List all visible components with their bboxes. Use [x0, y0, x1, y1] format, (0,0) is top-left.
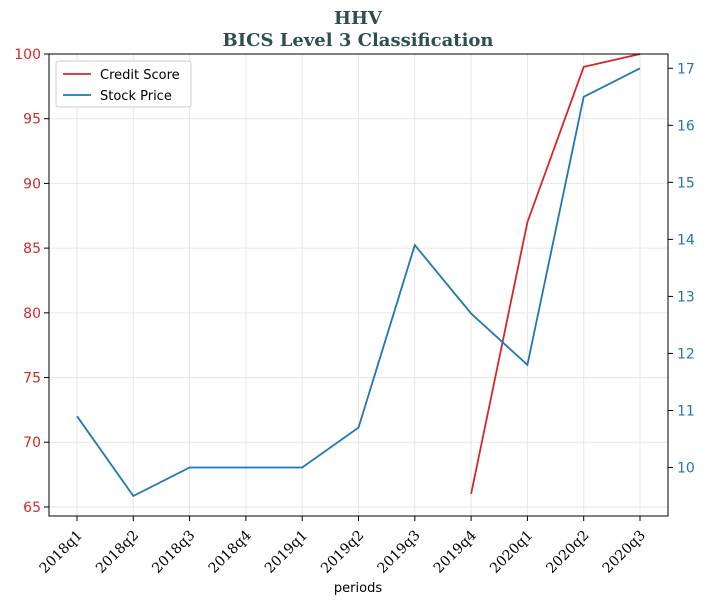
- x-tick-label: 2019q1: [262, 528, 311, 577]
- y-axis-right: 10 11 12 13 14 15 16 17: [668, 61, 695, 477]
- legend-label: Credit Score: [100, 68, 180, 83]
- y-left-tick-label: 90: [23, 176, 41, 192]
- x-tick-label: 2019q4: [431, 527, 480, 576]
- grid: [49, 53, 668, 516]
- x-axis: 2018q1 2018q2 2018q3 2018q4 2019q1 2019q2 2019…: [37, 516, 649, 577]
- series-layer: [76, 53, 641, 498]
- y-right-tick-label: 15: [677, 175, 695, 191]
- y-left-tick-label: 95: [23, 112, 41, 128]
- y-left-tick-label: 75: [23, 371, 41, 387]
- y-right-tick-label: 17: [677, 61, 695, 77]
- y-axis-left: 65 70 75 80 85 90 95 100: [14, 47, 49, 516]
- x-tick-label: 2018q4: [206, 527, 255, 576]
- y-right-tick-label: 11: [677, 403, 695, 419]
- x-tick-label: 2019q3: [374, 528, 423, 577]
- x-tick-label: 2020q2: [543, 528, 592, 577]
- series-line-credit-score: [470, 53, 641, 495]
- x-tick-label: 2018q1: [37, 528, 86, 577]
- legend: Credit Score Stock Price: [55, 60, 192, 108]
- x-tick-label: 2020q1: [487, 528, 536, 577]
- y-right-tick-label: 10: [677, 461, 695, 477]
- x-axis-label: periods: [334, 581, 382, 596]
- x-tick-label: 2018q2: [93, 528, 142, 577]
- x-tick-label: 2020q3: [600, 528, 649, 577]
- chart-subtitle: BICS Level 3 Classification: [222, 30, 493, 51]
- y-left-tick-label: 85: [23, 241, 41, 257]
- y-right-tick-label: 12: [677, 346, 695, 362]
- y-left-tick-label: 70: [23, 435, 41, 451]
- series-line-stock-price: [76, 67, 641, 498]
- y-right-tick-label: 16: [677, 118, 695, 134]
- y-right-tick-label: 13: [677, 289, 695, 305]
- x-tick-label: 2018q3: [149, 528, 198, 577]
- y-left-tick-label: 65: [23, 500, 41, 516]
- y-left-tick-label: 100: [14, 47, 41, 63]
- legend-label: Stock Price: [100, 89, 172, 104]
- y-right-tick-label: 14: [677, 232, 695, 248]
- y-left-tick-label: 80: [23, 306, 41, 322]
- chart-title: HHV: [334, 8, 383, 29]
- x-tick-label: 2019q2: [318, 528, 367, 577]
